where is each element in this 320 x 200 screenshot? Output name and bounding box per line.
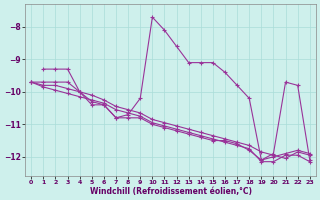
X-axis label: Windchill (Refroidissement éolien,°C): Windchill (Refroidissement éolien,°C)	[90, 187, 252, 196]
